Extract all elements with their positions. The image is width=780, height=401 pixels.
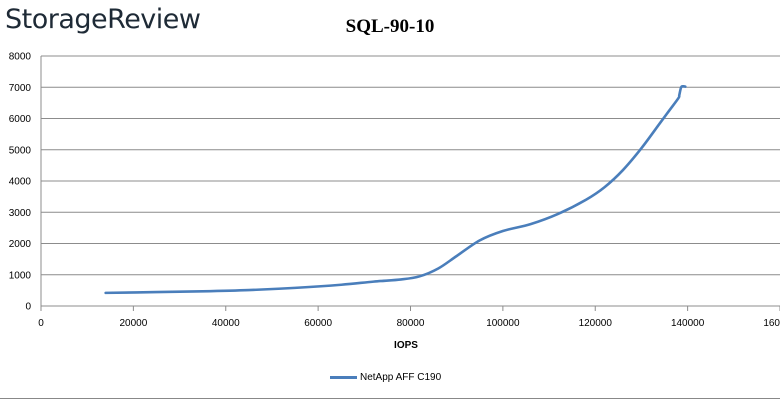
grid-lines <box>41 55 780 276</box>
x-axis-label: IOPS <box>394 340 418 351</box>
x-tick-label: 20000 <box>119 318 147 329</box>
y-tick-label: 8000 <box>9 52 32 63</box>
y-tick-label: 4000 <box>9 177 32 188</box>
x-tick-label: 0 <box>38 318 44 329</box>
brand-logo: StorageReview <box>5 4 201 35</box>
y-tick-label: 7000 <box>9 83 32 94</box>
axes <box>40 56 780 311</box>
y-tick-label: 6000 <box>9 114 32 125</box>
x-tick-label: 100000 <box>486 318 520 329</box>
legend-swatch <box>330 376 357 379</box>
x-tick-label: 120000 <box>579 318 613 329</box>
x-tick-label: 60000 <box>304 318 332 329</box>
legend-label: NetApp AFF C190 <box>360 372 442 383</box>
x-tick-label: 140000 <box>671 318 705 329</box>
y-tick-label: 1000 <box>9 270 32 281</box>
x-tick-label: 160000 <box>763 318 780 329</box>
series-line-netapp-aff-c190 <box>104 84 687 295</box>
y-tick-label: 0 <box>25 302 31 313</box>
y-tick-label: 3000 <box>9 208 32 219</box>
x-tick-label: 80000 <box>397 318 425 329</box>
series-lines <box>104 84 687 295</box>
y-tick-label: 2000 <box>9 239 32 250</box>
legend: NetApp AFF C190 <box>330 372 441 383</box>
x-tick-label: 40000 <box>212 318 240 329</box>
chart-title: SQL-90-10 <box>345 16 435 37</box>
bottom-rule <box>0 398 780 399</box>
y-tick-label: 5000 <box>9 145 32 156</box>
